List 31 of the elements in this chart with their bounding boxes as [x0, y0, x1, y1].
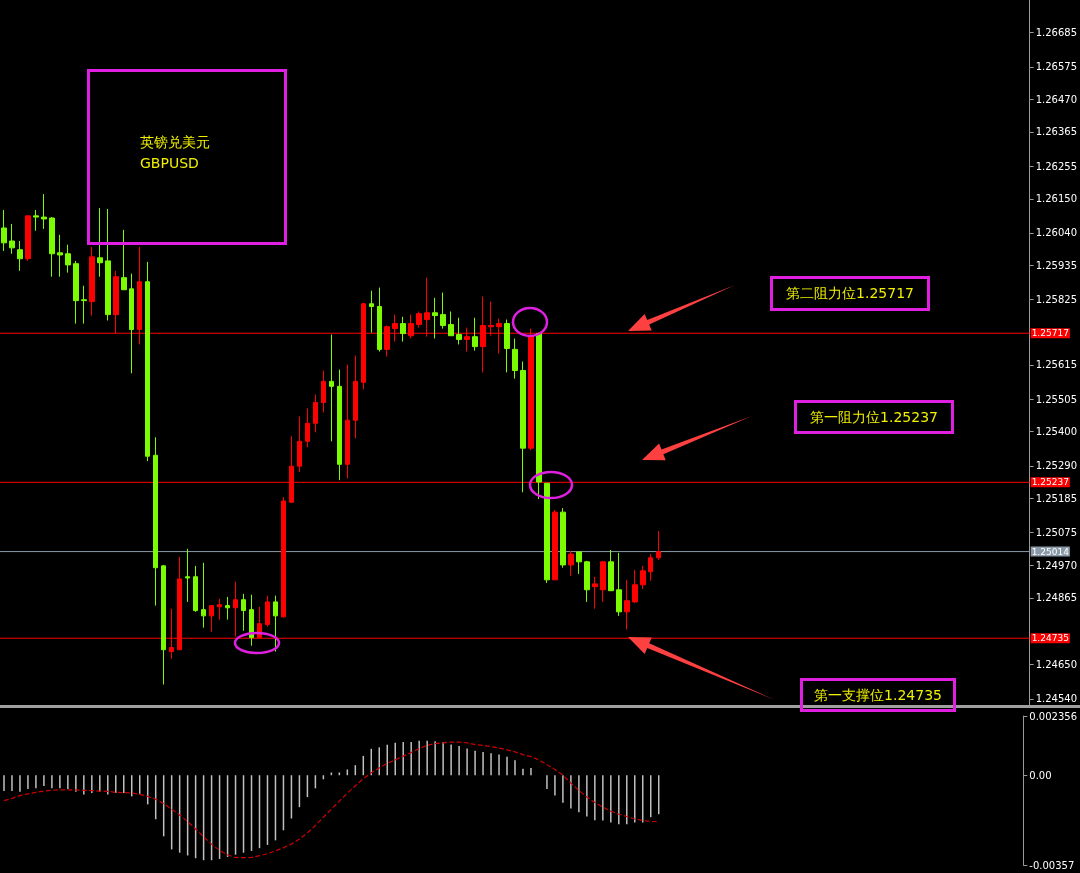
ref-line-label: 1.25717 [1031, 328, 1069, 339]
y-tick-label: 1.25505 [1035, 393, 1078, 405]
y-tick-label: 1.24865 [1035, 592, 1078, 604]
y-tick-label: 1.25825 [1035, 294, 1078, 306]
y-tick-label: 1.26150 [1035, 193, 1078, 205]
y-tick-label: 0.00 [1029, 769, 1052, 781]
y-tick-label: 1.25185 [1035, 492, 1078, 504]
y-tick-label: 1.25290 [1035, 460, 1078, 472]
y-tick-label: 1.25935 [1035, 260, 1078, 272]
y-tick-label: 1.25400 [1035, 426, 1078, 438]
y-tick-label: 1.24970 [1035, 559, 1078, 571]
y-tick-label: 1.24650 [1035, 659, 1078, 671]
ref-line-label: 1.25014 [1031, 546, 1070, 557]
y-tick-label: 1.26255 [1035, 160, 1078, 172]
ref-line-label: 1.25237 [1031, 477, 1069, 488]
ref-line-label: 1.24735 [1031, 633, 1069, 644]
y-tick-label: 1.26575 [1035, 61, 1078, 73]
y-tick-label: 1.25075 [1035, 527, 1078, 539]
y-tick-label: 1.24540 [1035, 693, 1078, 705]
y-tick-label: 1.26040 [1035, 227, 1078, 239]
y-tick-label: 1.26365 [1035, 126, 1078, 138]
y-tick-label: 1.25615 [1035, 359, 1078, 371]
y-tick-label: 0.002356 [1029, 710, 1077, 722]
y-tick-label: 1.26470 [1035, 93, 1078, 105]
annotation: GBPUSD [140, 154, 199, 173]
annotation: 第一阻力位1.25237 [810, 407, 938, 427]
y-tick-label: -0.00357 [1029, 859, 1075, 871]
y-tick-label: 1.26685 [1035, 27, 1078, 39]
annotation: 第二阻力位1.25717 [786, 284, 914, 303]
annotation: 第一支撑位1.24735 [814, 685, 942, 705]
annotation: 英镑兑美元 [140, 133, 210, 152]
